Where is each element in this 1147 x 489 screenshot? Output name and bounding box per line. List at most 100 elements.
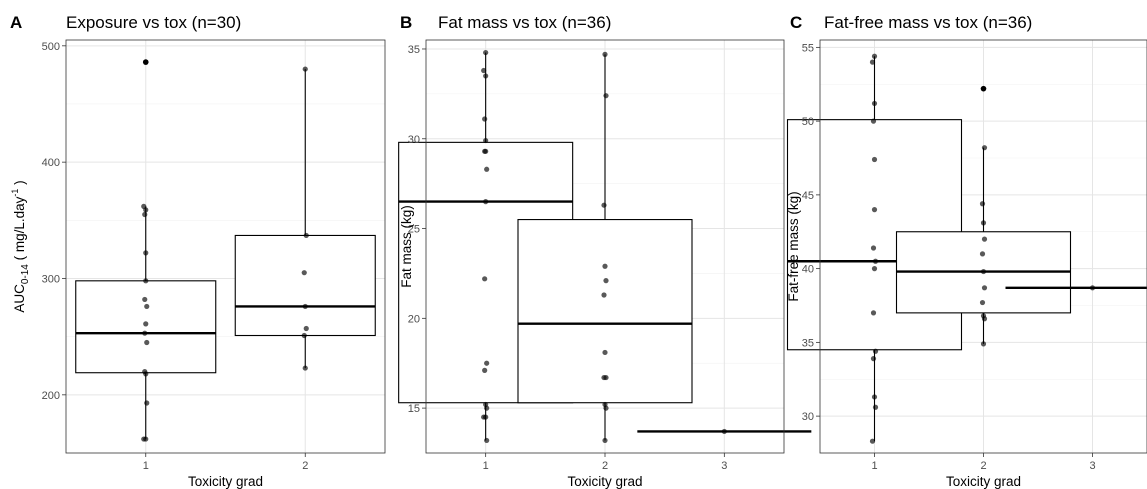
y-tick-label: 50: [802, 116, 814, 128]
data-point: [870, 245, 877, 251]
data-point: [302, 303, 308, 310]
x-tick-label: 2: [302, 460, 308, 472]
data-point: [482, 276, 488, 282]
y-tick-label: 15: [408, 403, 420, 415]
panel-title: Fat-free mass vs tox (n=36): [824, 13, 1032, 32]
y-tick-label: 20: [408, 313, 420, 325]
data-point: [483, 73, 489, 79]
data-point: [871, 207, 878, 213]
x-tick-label: 2: [980, 460, 986, 472]
data-point: [303, 232, 309, 239]
x-tick-label: 1: [871, 460, 877, 472]
x-axis-title: Toxicity grad: [946, 474, 1021, 489]
y-tick-label: 30: [802, 411, 814, 423]
x-tick-label: 1: [143, 460, 149, 472]
data-point: [872, 348, 879, 354]
data-point: [301, 270, 307, 276]
data-point: [484, 360, 490, 366]
y-tick-label: 25: [408, 224, 420, 236]
data-point: [979, 299, 986, 306]
data-point: [303, 325, 309, 332]
panel-letter: A: [10, 13, 22, 32]
panel-A: 200 300 400 500 1 2 A Exposure vs tox (n=30) Tox…: [10, 13, 386, 489]
data-point: [602, 263, 608, 269]
data-point: [301, 332, 307, 339]
data-point: [143, 59, 149, 65]
data-point: [979, 251, 986, 257]
x-axis-title: Toxicity grad: [567, 474, 642, 489]
data-point: [142, 211, 148, 218]
data-point: [870, 310, 877, 316]
data-point: [144, 400, 150, 406]
data-point: [143, 250, 149, 256]
x-tick-label: 3: [721, 460, 727, 472]
panel-title: Fat mass vs tox (n=36): [438, 13, 611, 32]
y-axis-title: Fat-free mass (kg): [786, 191, 801, 301]
data-point: [143, 278, 149, 284]
data-point: [980, 220, 987, 226]
data-point: [144, 339, 150, 346]
data-point: [484, 437, 490, 444]
y-axis-title: Fat mass (kg): [399, 205, 414, 288]
data-point: [143, 321, 149, 327]
data-point: [143, 207, 149, 213]
data-point: [484, 405, 490, 411]
y-tick-label: 400: [42, 157, 60, 169]
data-point: [484, 166, 490, 172]
data-point: [872, 404, 879, 410]
data-point: [872, 258, 879, 264]
data-point: [871, 394, 878, 400]
y-tick-label: 40: [802, 264, 814, 276]
panel-letter: C: [790, 13, 802, 32]
data-point: [483, 199, 489, 205]
data-point: [980, 86, 987, 92]
x-tick-label: 2: [602, 460, 608, 472]
data-point: [981, 316, 988, 322]
data-point: [602, 51, 608, 57]
data-point: [302, 66, 308, 72]
x-axis-title: Toxicity grad: [188, 474, 263, 489]
y-tick-label: 500: [42, 41, 60, 53]
data-point: [601, 202, 607, 208]
y-tick-label: 55: [802, 42, 814, 54]
data-point: [869, 59, 876, 65]
box-2: [517, 219, 693, 404]
data-point: [981, 236, 988, 242]
data-point: [143, 436, 149, 442]
y-tick-label: 35: [802, 337, 814, 349]
data-point: [721, 428, 727, 435]
panel-B: 15 20 25 30 35 1 2 3 B Fat mass vs tox (n=36) Toxi…: [398, 13, 812, 489]
data-point: [602, 437, 608, 444]
y-tick-label: 200: [42, 390, 60, 402]
data-point: [601, 292, 607, 298]
y-tick-label: 35: [408, 44, 420, 56]
data-point: [482, 367, 488, 373]
data-point: [482, 148, 488, 154]
data-point: [979, 201, 986, 207]
data-point: [144, 303, 150, 310]
data-point: [981, 285, 988, 291]
panel-border: [65, 39, 386, 454]
data-point: [869, 438, 876, 444]
data-point: [482, 116, 488, 122]
data-point: [483, 414, 489, 420]
y-tick-label: 30: [408, 134, 420, 146]
y-tick-label: 300: [42, 273, 60, 285]
data-point: [870, 118, 877, 124]
x-tick-label: 1: [483, 460, 489, 472]
data-point: [602, 349, 608, 356]
data-point: [142, 296, 148, 303]
data-point: [603, 405, 609, 411]
data-point: [1089, 285, 1096, 291]
box-2: [234, 234, 376, 337]
data-point: [483, 49, 489, 56]
data-point: [871, 53, 878, 59]
data-point: [603, 278, 609, 284]
panel-title: Exposure vs tox (n=30): [66, 13, 241, 32]
data-point: [603, 93, 609, 99]
y-tick-label: 45: [802, 190, 814, 202]
box-1: [75, 280, 217, 374]
data-point: [871, 100, 878, 107]
data-point: [871, 266, 878, 272]
